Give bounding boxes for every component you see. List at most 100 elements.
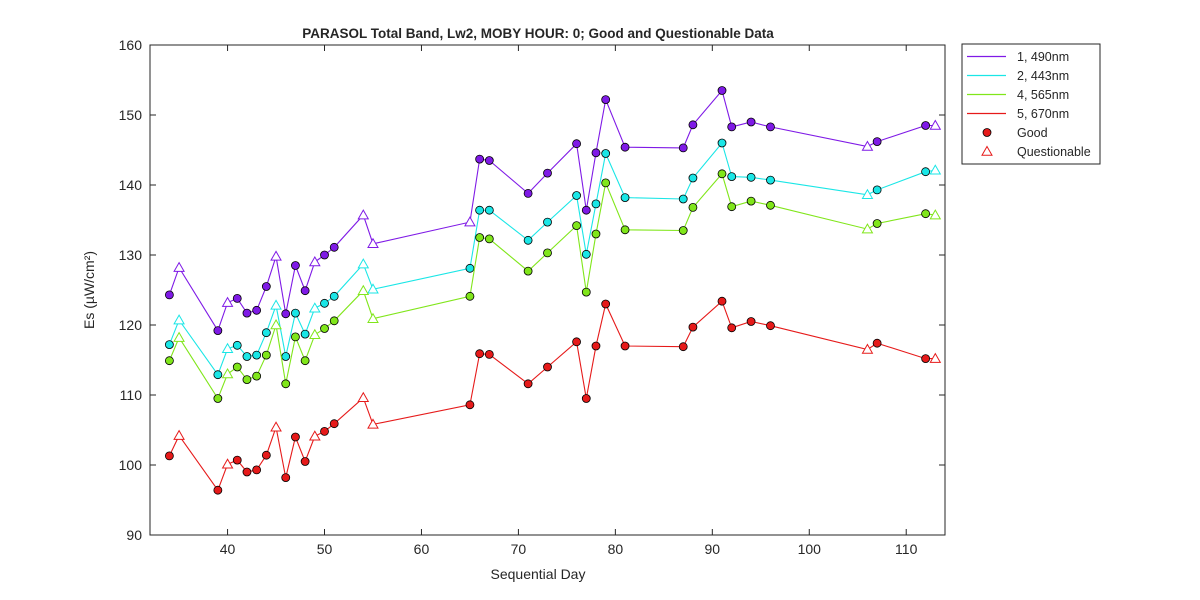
data-point-good — [281, 379, 291, 389]
data-point-good — [717, 138, 727, 148]
legend-box — [961, 43, 1101, 165]
data-point-good — [688, 173, 698, 183]
data-point-good — [620, 341, 630, 351]
data-point-questionable — [357, 209, 370, 220]
data-point-questionable — [367, 418, 379, 429]
data-point-good — [300, 286, 310, 296]
data-point-good — [678, 194, 688, 204]
data-point-good — [581, 287, 591, 297]
data-point-good — [475, 349, 485, 359]
data-point-good — [523, 188, 533, 198]
data-point-questionable — [173, 261, 185, 272]
data-point-good — [678, 143, 688, 153]
x-tick-label: 80 — [608, 541, 624, 557]
data-point-good — [581, 249, 591, 259]
data-point-good — [475, 154, 485, 164]
data-point-good — [475, 205, 485, 215]
data-point-questionable — [861, 140, 874, 151]
data-point-questionable — [308, 328, 321, 340]
data-point-good — [164, 340, 174, 350]
data-point-good — [523, 235, 533, 245]
data-point-good — [291, 261, 300, 270]
data-point-questionable — [173, 314, 185, 325]
data-point-good — [572, 139, 581, 149]
data-point-good — [329, 316, 339, 326]
data-point-good — [320, 426, 329, 436]
y-tick-label: 160 — [119, 37, 143, 53]
y-tick-label: 120 — [119, 317, 143, 333]
data-point-good — [232, 455, 242, 465]
data-point-good — [261, 282, 271, 291]
axes: 40 50 60 70 80 90 100 110 90 100 110 120 130 140 150 16… — [119, 37, 946, 557]
x-tick-label: 40 — [220, 541, 236, 557]
data-point-questionable — [221, 296, 234, 307]
y-tick-label: 130 — [119, 247, 143, 263]
data-point-questionable — [270, 299, 282, 310]
data-point-good — [484, 349, 494, 359]
y-tick-label: 110 — [120, 387, 143, 403]
data-point-good — [688, 120, 698, 130]
data-point-good — [591, 229, 601, 239]
x-tick-label: 70 — [511, 541, 527, 557]
data-point-good — [921, 209, 931, 219]
data-point-good — [688, 202, 698, 212]
data-point-good — [543, 248, 552, 258]
data-point-good — [872, 185, 882, 195]
data-point-good — [484, 205, 494, 215]
data-point-questionable — [861, 223, 874, 234]
data-point-good — [261, 328, 271, 338]
data-point-questionable — [367, 312, 379, 323]
data-point-good — [591, 341, 601, 351]
y-tick-label: 140 — [119, 177, 143, 193]
y-tick-label: 90 — [126, 527, 142, 543]
data-point-good — [601, 95, 611, 104]
data-point-good — [921, 121, 931, 130]
data-point-good — [281, 473, 291, 483]
data-point-good — [164, 356, 174, 366]
data-point-good — [746, 317, 756, 326]
data-point-good — [872, 137, 882, 147]
data-point-questionable — [367, 283, 379, 294]
legend-label: 1, 490nm — [1017, 50, 1069, 64]
data-point-good — [329, 242, 339, 252]
legend-label: 2, 443nm — [1017, 69, 1069, 83]
legend-label: Good — [1017, 126, 1048, 140]
data-point-good — [746, 172, 756, 182]
data-point-good — [620, 193, 630, 203]
data-point-questionable — [308, 302, 321, 313]
legend-marker-good — [982, 128, 992, 137]
data-point-questionable — [464, 216, 476, 227]
data-point-good — [601, 149, 611, 158]
data-point-good — [213, 485, 223, 495]
data-point-good — [329, 419, 339, 429]
data-point-good — [484, 234, 494, 244]
x-tick-label: 90 — [705, 541, 721, 557]
data-point-questionable — [357, 258, 370, 269]
y-axis-label: Es (µW/cm²) — [81, 251, 97, 329]
data-point-good — [688, 322, 698, 332]
data-point-questionable — [221, 458, 234, 469]
data-point-good — [164, 451, 174, 461]
data-point-questionable — [308, 255, 321, 267]
data-point-good — [543, 217, 552, 227]
data-point-questionable — [173, 331, 185, 342]
data-point-good — [766, 200, 775, 210]
data-point-good — [543, 168, 552, 178]
data-point-good — [300, 457, 310, 466]
data-point-good — [475, 233, 485, 242]
data-point-good — [727, 172, 737, 182]
x-tick-label: 50 — [317, 541, 333, 557]
data-point-questionable — [929, 164, 942, 175]
data-point-good — [678, 226, 688, 235]
data-point-questionable — [270, 318, 282, 330]
data-point-questionable — [367, 237, 379, 249]
data-point-good — [766, 175, 775, 185]
data-point-good — [252, 305, 262, 315]
data-point-good — [164, 290, 174, 300]
data-point-good — [717, 296, 727, 306]
data-point-questionable — [929, 352, 942, 363]
data-point-good — [727, 122, 737, 132]
data-point-good — [291, 308, 300, 318]
data-point-good — [484, 156, 494, 165]
data-point-good — [213, 394, 223, 403]
